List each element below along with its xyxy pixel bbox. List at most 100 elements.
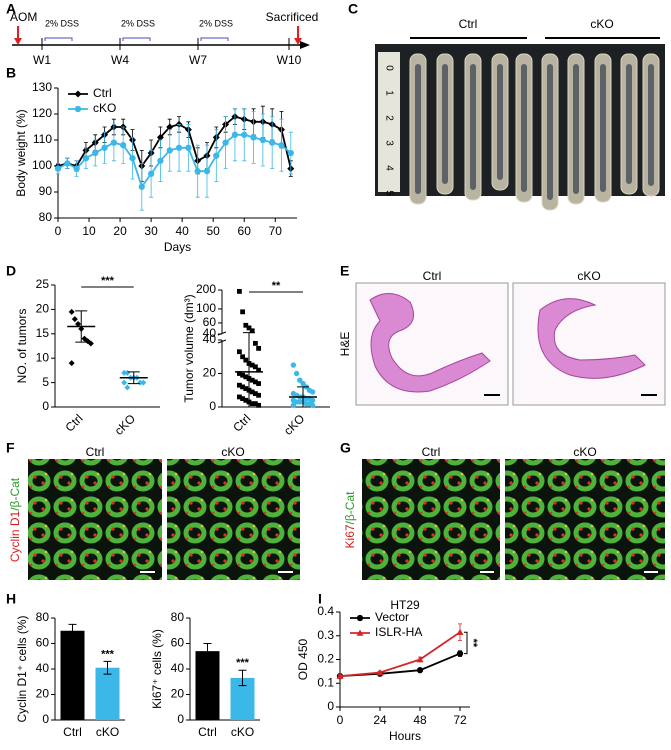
panel-letter: B [6, 65, 16, 81]
legend-marker [356, 629, 364, 636]
marker [243, 374, 249, 380]
marker [222, 139, 229, 146]
bar [60, 630, 85, 720]
marker [185, 144, 192, 151]
marker [240, 354, 245, 360]
group-label: cKO [577, 269, 600, 283]
y-tick-label: 0 [42, 712, 49, 726]
x-axis-label: Days [164, 240, 191, 254]
ruler [378, 52, 400, 192]
stain-red: Ki67 [343, 524, 357, 548]
marker [256, 381, 261, 386]
significance: ** [272, 280, 281, 292]
legend-marker [356, 614, 364, 622]
x-tick-label: 0 [337, 713, 344, 727]
if-image [505, 459, 665, 580]
y-tick-label: 20 [36, 302, 50, 316]
x-tick-label: 10 [82, 224, 96, 238]
colon-lumen [648, 64, 654, 186]
sacrifice-arrowhead [294, 38, 302, 45]
stain-label: H&E [338, 332, 352, 357]
he-image [512, 282, 666, 406]
marker [203, 168, 211, 175]
y-tick-label: 40 [203, 326, 217, 340]
y-tick-label: 0.4 [317, 604, 334, 618]
marker [249, 401, 255, 407]
marker [249, 328, 255, 334]
x-tick-label: 70 [269, 224, 283, 238]
marker [287, 149, 294, 157]
if-image [362, 459, 500, 580]
colon-lumen [470, 64, 476, 190]
legend-label: cKO [93, 101, 116, 115]
y-tick-label: 40 [171, 661, 185, 675]
marker [253, 401, 258, 407]
marker [290, 362, 297, 368]
marker [68, 360, 75, 367]
marker [75, 321, 82, 328]
stain-red: Cyclin D1 [8, 510, 22, 562]
group-label: Ctrl [422, 445, 441, 459]
y-axis-label: NO. of tumors [15, 309, 29, 384]
marker [237, 349, 242, 355]
y-tick-label: 200 [196, 282, 216, 296]
y-tick-label: 15 [36, 326, 50, 340]
y-tick-label: 90 [39, 184, 53, 198]
timeline: W1 W4 W7 W10 2% DSS 2% DSS 2% DSS AOM Sa… [10, 10, 318, 67]
y-tick-label: 10 [36, 350, 50, 364]
chart-title: HT29 [390, 598, 420, 612]
colon-lumen [626, 64, 632, 184]
marker [243, 322, 249, 328]
marker [110, 139, 118, 146]
marker [64, 160, 71, 167]
y-tick-label: 60 [36, 636, 50, 650]
panel-letter: C [348, 1, 358, 17]
marker [82, 155, 90, 162]
marker [240, 309, 245, 315]
marker [137, 379, 144, 386]
marker [231, 131, 239, 138]
treatment-label: 2% DSS [121, 18, 155, 28]
y-tick-label: 5 [42, 375, 49, 389]
x-tick-label: 20 [113, 224, 127, 238]
marker [121, 379, 128, 386]
panel-letter: E [340, 263, 349, 279]
start-label: AOM [10, 10, 37, 24]
marker [256, 345, 261, 351]
x-tick-label: 0 [55, 224, 62, 238]
marker [456, 650, 464, 657]
stain-label: Ki67/β-Cat [343, 491, 357, 549]
significance: ** [467, 639, 479, 648]
legend-marker [74, 105, 82, 113]
if-images-f: Ctrl cKO Cyclin D1/β-Cat [8, 445, 300, 580]
marker [309, 402, 316, 409]
marker [249, 389, 255, 395]
colon-lumen [573, 64, 579, 194]
marker [194, 168, 201, 175]
panel-letter: F [6, 440, 15, 456]
error-bar [203, 643, 212, 660]
bar [95, 667, 120, 720]
series-line [339, 631, 461, 678]
week-label: W10 [277, 53, 302, 67]
legend-marker [74, 90, 82, 98]
y-tick-label: 20 [203, 366, 217, 380]
x-tick-label: Ctrl [230, 411, 253, 434]
marker [175, 144, 183, 151]
marker [250, 134, 257, 141]
colon-lumen [600, 64, 606, 192]
treatment-label: 2% DSS [199, 18, 233, 28]
y-axis-label: Cyclin D1⁺ cells (%) [15, 615, 29, 722]
marker [243, 357, 249, 363]
bar [195, 651, 220, 720]
ruler-number: 1 [383, 90, 394, 96]
marker [121, 369, 128, 376]
if-images-g: Ctrl cKO Ki67/β-Cat [343, 445, 665, 580]
group-label: cKO [221, 445, 244, 459]
week-label: W7 [189, 53, 207, 67]
marker [101, 144, 108, 151]
marker [68, 308, 75, 315]
x-tick-label: cKO [96, 725, 119, 739]
stain-green: /β-Cat [8, 477, 22, 511]
